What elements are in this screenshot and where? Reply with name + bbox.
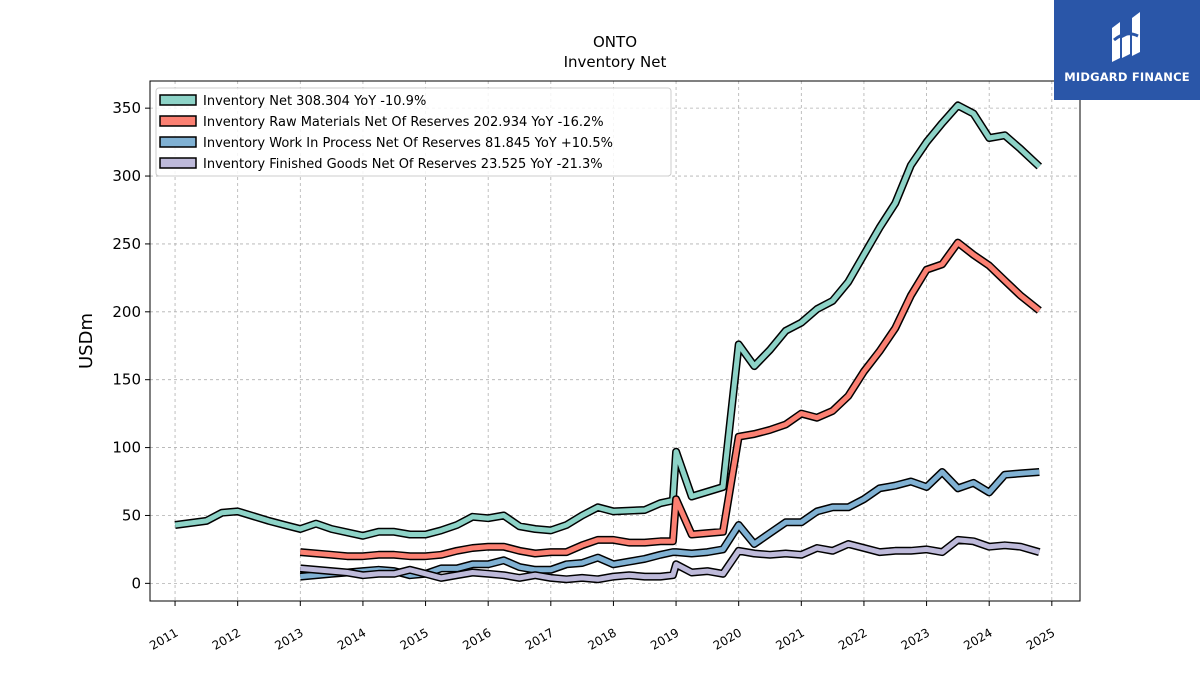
legend-entry: Inventory Raw Materials Net Of Reserves … xyxy=(159,115,604,130)
plot-area-frame xyxy=(149,80,1081,602)
x-tick-label: 2020 xyxy=(711,625,744,652)
series-line xyxy=(174,102,1042,539)
chart-subtitle: Inventory Net xyxy=(563,53,667,71)
y-tick-label: 0 xyxy=(131,574,141,592)
legend-label: Inventory Finished Goods Net Of Reserves… xyxy=(203,157,603,172)
legend-swatch xyxy=(159,157,197,169)
x-tick-label: 2024 xyxy=(961,625,994,652)
x-tick-label: 2025 xyxy=(1024,625,1057,652)
brand-logo: MIDGARD FINANCE xyxy=(1054,0,1200,100)
y-tick-label: 350 xyxy=(112,99,141,117)
x-tick-label: 2022 xyxy=(836,625,869,652)
y-axis-label: USDm xyxy=(76,313,97,369)
series-0 xyxy=(174,101,1043,540)
brand-name: MIDGARD FINANCE xyxy=(1064,70,1190,84)
series-line xyxy=(300,537,1040,582)
y-tick-label: 100 xyxy=(112,439,141,457)
y-tick-label: 50 xyxy=(122,506,141,524)
x-tick-label: 2011 xyxy=(147,625,180,652)
y-axis-ticks: 0 50 100 150 200 250 300 350 xyxy=(112,99,150,592)
series-line xyxy=(300,240,1041,559)
legend-box xyxy=(155,87,672,177)
x-tick-label: 2014 xyxy=(335,625,368,652)
y-tick-label: 200 xyxy=(112,303,141,321)
x-tick-label: 2012 xyxy=(210,625,243,652)
series-line-outline xyxy=(299,238,1042,561)
legend-swatch xyxy=(159,136,197,148)
x-tick-label: 2023 xyxy=(899,625,932,652)
x-tick-label: 2017 xyxy=(523,625,556,652)
x-tick-label: 2021 xyxy=(773,625,806,652)
y-tick-label: 250 xyxy=(112,235,141,253)
legend-label: Inventory Work In Process Net Of Reserve… xyxy=(203,136,613,151)
series-lines xyxy=(174,101,1043,584)
series-1 xyxy=(299,238,1042,561)
legend-label: Inventory Raw Materials Net Of Reserves … xyxy=(203,115,604,130)
x-tick-label: 2018 xyxy=(585,625,618,652)
x-tick-label: 2013 xyxy=(272,625,305,652)
legend-swatch xyxy=(159,115,197,127)
legend-label: Inventory Net 308.304 YoY -10.9% xyxy=(203,94,426,109)
midgard-logo-icon xyxy=(1112,12,1140,62)
legend-swatch xyxy=(159,94,197,106)
series-2 xyxy=(299,468,1040,581)
x-tick-label: 2016 xyxy=(460,625,493,652)
chart-title: ONTO xyxy=(593,33,637,51)
series-3 xyxy=(299,535,1041,584)
legend-entry: Inventory Finished Goods Net Of Reserves… xyxy=(159,157,603,172)
x-tick-label: 2015 xyxy=(398,625,431,652)
y-tick-label: 300 xyxy=(112,167,141,185)
x-tick-label: 2019 xyxy=(648,625,681,652)
y-tick-label: 150 xyxy=(112,371,141,389)
x-axis-ticks: 2011 2012 2013 2014 2015 2016 2017 2018 2019 2020… xyxy=(147,601,1057,653)
legend-entry: Inventory Net 308.304 YoY -10.9% xyxy=(159,94,426,109)
legend: Inventory Net 308.304 YoY -10.9% Inventor… xyxy=(155,87,672,177)
series-line xyxy=(300,469,1040,580)
legend-entry: Inventory Work In Process Net Of Reserve… xyxy=(159,136,613,151)
